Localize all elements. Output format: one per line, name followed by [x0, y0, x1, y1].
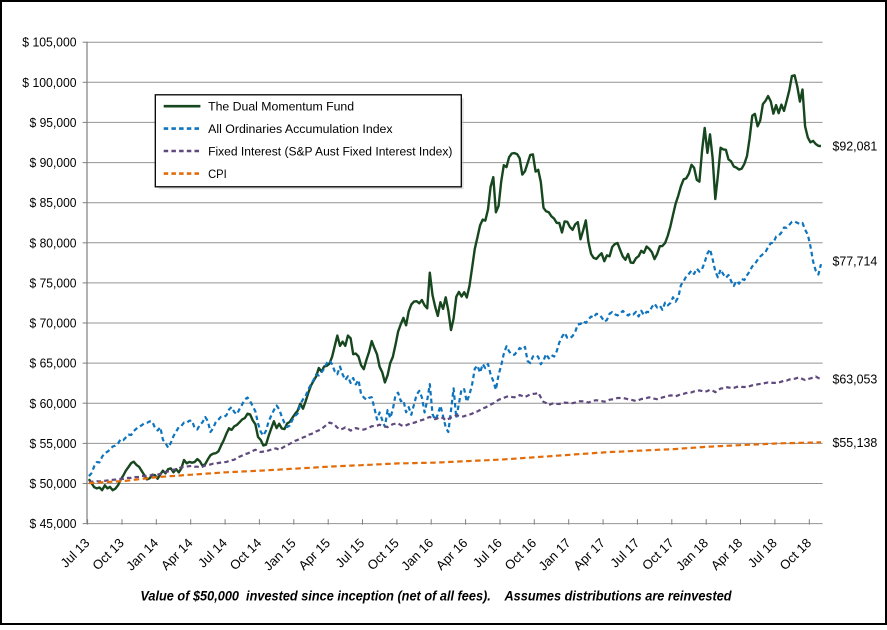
svg-text:CPI: CPI	[208, 167, 227, 181]
svg-text:$ 55,000: $ 55,000	[30, 436, 77, 451]
svg-text:$ 70,000: $ 70,000	[30, 316, 77, 331]
svg-text:The Dual Momentum Fund: The Dual Momentum Fund	[208, 100, 354, 114]
svg-text:$ 100,000: $ 100,000	[22, 75, 76, 90]
svg-text:$ 90,000: $ 90,000	[30, 155, 77, 170]
svg-text:$77,714: $77,714	[833, 254, 878, 269]
svg-text:$ 65,000: $ 65,000	[30, 356, 77, 371]
svg-text:$ 80,000: $ 80,000	[30, 235, 77, 250]
svg-text:Fixed Interest (S&P Aust Fixed: Fixed Interest (S&P Aust Fixed Interest …	[208, 144, 452, 158]
svg-text:$ 50,000: $ 50,000	[30, 476, 77, 491]
svg-text:$ 75,000: $ 75,000	[30, 275, 77, 290]
svg-text:$ 85,000: $ 85,000	[30, 195, 77, 210]
svg-text:Value of $50,000 invested sin: Value of $50,000 invested since inceptio…	[140, 588, 732, 603]
svg-text:$55,138: $55,138	[833, 435, 878, 450]
svg-text:All Ordinaries Accumulation In: All Ordinaries Accumulation Index	[208, 122, 393, 136]
svg-text:$92,081: $92,081	[833, 138, 878, 153]
svg-text:$ 95,000: $ 95,000	[30, 115, 77, 130]
svg-text:$63,053: $63,053	[833, 371, 878, 386]
svg-text:$ 45,000: $ 45,000	[30, 516, 77, 531]
svg-text:$ 60,000: $ 60,000	[30, 396, 77, 411]
svg-text:$ 105,000: $ 105,000	[22, 35, 76, 50]
